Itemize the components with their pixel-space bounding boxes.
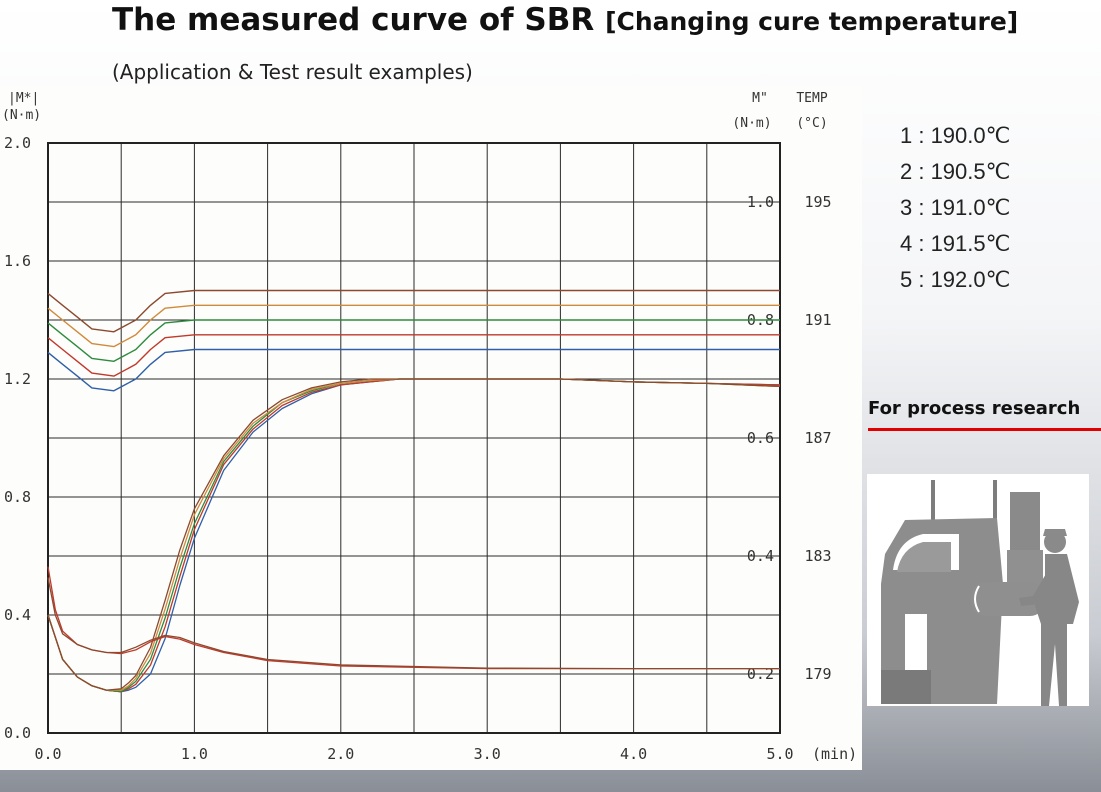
y-tick-label-left: 0.4 [4,606,31,624]
legend-item: 3 : 191.0℃ [900,195,1011,220]
legend-item: 1 : 190.0℃ [900,123,1011,148]
process-research-label: For process research [868,398,1101,431]
x-tick-label: 2.0 [327,745,354,763]
legend-item: 2 : 190.5℃ [900,159,1011,184]
left-axis-label: |M*| [8,91,39,106]
right-axis-tick-label: 183 [804,547,831,565]
y-tick-label-left: 0.0 [4,724,31,742]
right-axis-tick-label: 195 [804,193,831,211]
y-tick-label-left: 2.0 [4,134,31,152]
loss-modulus-curve [47,577,780,670]
temperature-curve [47,348,780,392]
temperature-legend: 1 : 190.0℃ 2 : 190.5℃ 3 : 191.0℃ 4 : 191… [900,118,1010,298]
torque-curve [47,378,781,691]
machine-operator-icon [881,480,1079,706]
mid-axis-tick-label: 1.0 [747,193,774,211]
chart-area: 0.0 0.4 0.8 1.2 1.6 2.0 |M*| (N·m) 0.0 1.0 2.0 3.0 4… [0,86,862,770]
mid-axis-unit: (N·m) [732,116,771,131]
chart-subtitle: (Application & Test result examples) [112,60,473,84]
mid-axis-label: M" [752,91,768,106]
title-main: The measured curve of SBR [112,2,595,38]
temperature-curve [47,304,780,348]
y-tick-label-left: 1.6 [4,252,31,270]
left-axis-unit: (N·m) [2,108,41,123]
mid-axis-tick-label: 0.4 [747,547,774,565]
cure-curve-chart: 0.0 0.4 0.8 1.2 1.6 2.0 |M*| (N·m) 0.0 1.0 2.0 3.0 4… [2,91,857,763]
x-tick-label: 0.0 [34,745,61,763]
mid-axis-tick-label: 0.2 [747,665,774,683]
plot-frame [47,142,781,734]
right-axis-unit: (°C) [796,116,827,131]
legend-item: 4 : 191.5℃ [900,231,1011,256]
temperature-curve [47,289,780,333]
y-tick-label-left: 1.2 [4,370,31,388]
mid-axis-tick-label: 0.6 [747,429,774,447]
x-tick-label: 3.0 [474,745,501,763]
y-tick-label-left: 0.8 [4,488,31,506]
x-tick-label: 4.0 [620,745,647,763]
legend-item: 5 : 192.0℃ [900,267,1011,292]
x-axis-unit: (min) [812,745,857,763]
x-tick-label: 5.0 [766,745,793,763]
title-bracket: [Changing cure temperature] [605,7,1019,36]
x-tick-label: 1.0 [181,745,208,763]
chart-title: The measured curve of SBR [Changing cure… [112,2,1018,38]
right-axis-tick-label: 187 [804,429,831,447]
right-axis-tick-label: 191 [804,311,831,329]
right-axis-label: TEMP [796,91,827,106]
right-axis-tick-label: 179 [804,665,831,683]
temperature-curve [47,319,780,362]
illustration-panel [867,474,1089,706]
temperature-curve [47,334,780,377]
